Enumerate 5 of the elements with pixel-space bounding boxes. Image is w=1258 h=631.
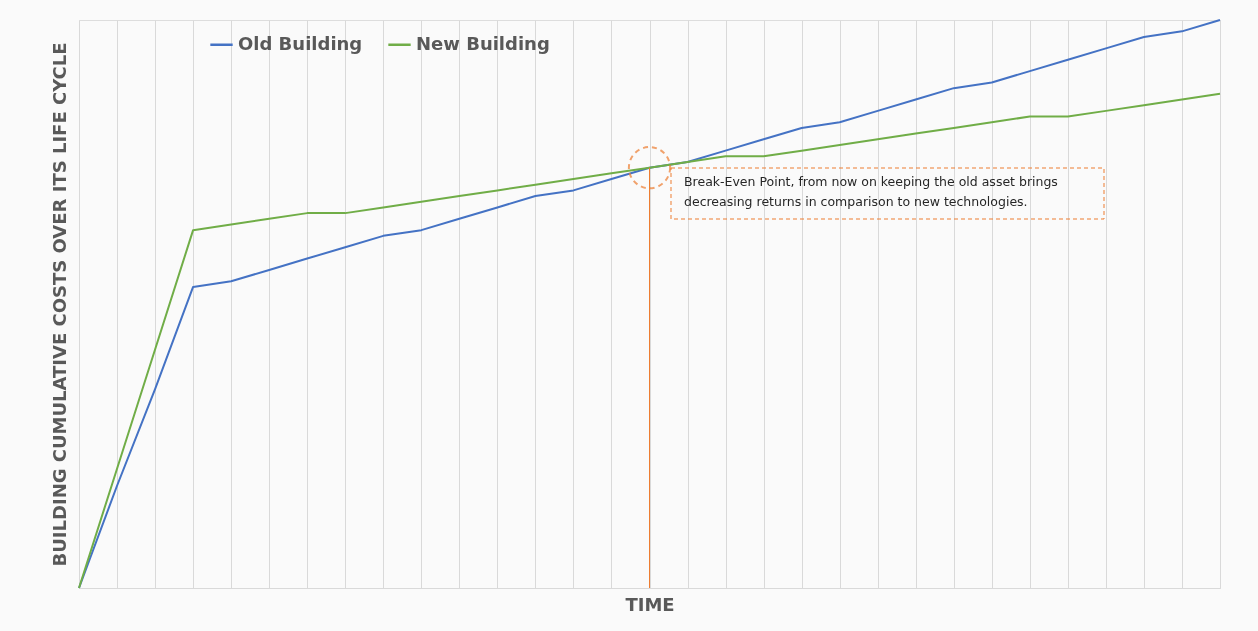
annotation: Break-Even Point, from now on keeping the old asset brings decreasing returns in comparison to new technologies. xyxy=(684,174,1058,209)
legend-label: New Building xyxy=(416,32,550,54)
x-axis-title: TIME xyxy=(625,593,675,615)
legend-label: Old Building xyxy=(238,32,363,54)
y-axis-title: BUILDING CUMULATIVE COSTS OVER ITS LIFE CYCLE xyxy=(48,42,70,567)
